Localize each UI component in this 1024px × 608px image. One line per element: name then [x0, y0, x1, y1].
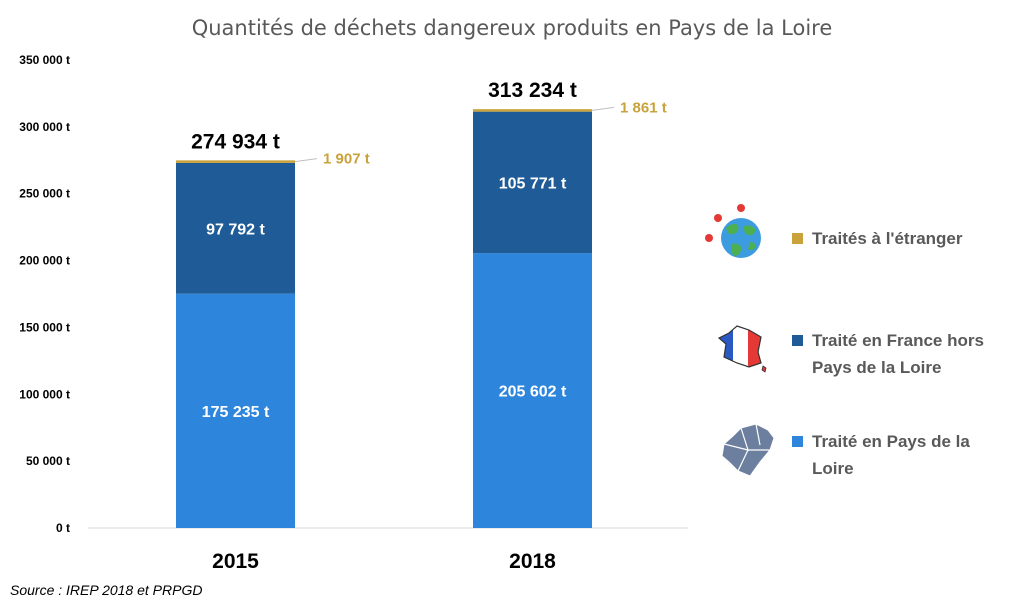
legend-label: Traités à l'étranger [812, 229, 963, 248]
segment-value-label: 1 907 t [323, 151, 370, 168]
y-tick-label: 200 000 t [19, 254, 70, 268]
bar-segment [473, 111, 592, 254]
segment-value-label: 97 792 t [206, 221, 265, 238]
y-axis: 0 t 50 000 t 100 000 t 150 000 t 200 000 t 25… [19, 53, 70, 535]
segment-value-label: 205 602 t [499, 384, 567, 401]
total-label: 313 234 t [488, 79, 577, 102]
bar-segment [176, 162, 295, 294]
y-tick-label: 350 000 t [19, 53, 70, 67]
y-tick-label: 150 000 t [19, 320, 70, 334]
y-tick-label: 0 t [56, 521, 70, 535]
y-tick-label: 250 000 t [19, 187, 70, 201]
legend-swatch [792, 335, 803, 346]
bar-segment [176, 293, 295, 528]
legend-swatch [792, 436, 803, 447]
bars [176, 109, 592, 528]
chart-title: Quantités de déchets dangereux produits … [192, 16, 833, 40]
x-axis: 2015 2018 [212, 550, 556, 573]
segment-value-label: 175 235 t [202, 404, 270, 421]
leader-line [294, 158, 318, 163]
legend-label: Traité en Pays de la [812, 432, 970, 451]
bar-segment [473, 253, 592, 528]
segment-value-label: 1 861 t [620, 99, 667, 116]
legend-label: Traité en France hors [812, 331, 984, 350]
pays-de-la-loire-map-icon [721, 423, 775, 477]
legend-label: Pays de la Loire [812, 358, 941, 377]
segment-value-label: 105 771 t [499, 175, 567, 192]
legend-label: Loire [812, 459, 854, 478]
bar-segment [473, 109, 592, 112]
bar-segment [176, 160, 295, 163]
y-tick-label: 50 000 t [26, 454, 70, 468]
globe-icon [705, 204, 761, 258]
legend-swatch [792, 233, 803, 244]
leader-line [591, 106, 615, 111]
x-tick-label: 2015 [212, 550, 259, 573]
legend: Traités à l'étranger Traité en France hor… [705, 204, 984, 478]
source-note: Source : IREP 2018 et PRPGD [10, 582, 202, 598]
x-tick-label: 2018 [509, 550, 556, 573]
y-tick-label: 300 000 t [19, 120, 70, 134]
france-flag-map-icon [717, 325, 767, 373]
y-tick-label: 100 000 t [19, 387, 70, 401]
data-labels: 175 235 t 97 792 t 1 907 t 274 934 t 205 602… [191, 79, 667, 421]
total-label: 274 934 t [191, 130, 280, 153]
